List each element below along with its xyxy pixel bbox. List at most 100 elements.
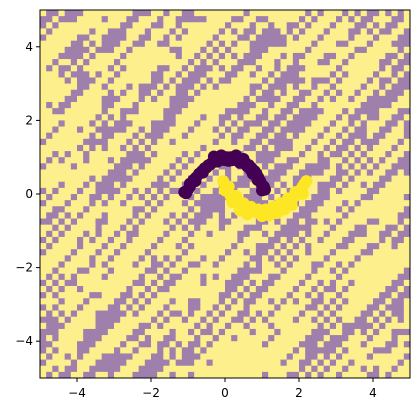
background-cell: [373, 157, 380, 164]
background-cell: [311, 10, 318, 17]
background-cell: [404, 22, 411, 29]
background-cell: [89, 151, 96, 158]
background-cell: [355, 169, 362, 176]
background-cell: [318, 335, 325, 342]
background-cell: [348, 139, 355, 146]
background-cell: [71, 139, 78, 146]
background-cell: [40, 323, 47, 330]
background-cell: [207, 182, 214, 189]
background-cell: [133, 28, 140, 35]
background-cell: [361, 353, 368, 360]
background-cell: [170, 335, 177, 342]
background-cell: [268, 145, 275, 152]
background-cell: [96, 65, 103, 72]
background-cell: [244, 133, 251, 140]
background-cell: [231, 133, 238, 140]
background-cell: [225, 366, 232, 373]
background-cell: [200, 268, 207, 275]
background-cell: [188, 366, 195, 373]
background-cell: [176, 102, 183, 109]
background-cell: [83, 28, 90, 35]
background-cell: [225, 353, 232, 360]
background-cell: [89, 182, 96, 189]
background-cell: [355, 360, 362, 367]
background-cell: [305, 261, 312, 268]
background-cell: [102, 366, 109, 373]
background-cell: [299, 28, 306, 35]
background-cell: [385, 249, 392, 256]
background-cell: [200, 225, 207, 232]
background-cell: [102, 157, 109, 164]
background-cell: [163, 71, 170, 78]
background-cell: [311, 194, 318, 201]
background-cell: [355, 59, 362, 66]
background-cell: [262, 243, 269, 250]
background-cell: [176, 329, 183, 336]
background-cell: [126, 237, 133, 244]
background-cell: [108, 311, 115, 318]
background-cell: [194, 249, 201, 256]
background-cell: [274, 151, 281, 158]
background-cell: [157, 255, 164, 262]
background-cell: [114, 347, 121, 354]
background-cell: [385, 225, 392, 232]
background-cell: [355, 335, 362, 342]
background-cell: [77, 84, 84, 91]
background-cell: [114, 84, 121, 91]
background-cell: [139, 65, 146, 72]
background-cell: [268, 10, 275, 17]
background-cell: [268, 84, 275, 91]
background-cell: [225, 120, 232, 127]
background-cell: [225, 317, 232, 324]
background-cell: [126, 249, 133, 256]
background-cell: [108, 120, 115, 127]
background-cell: [367, 317, 374, 324]
background-cell: [244, 274, 251, 281]
background-cell: [65, 280, 72, 287]
background-cell: [392, 372, 399, 379]
background-cell: [194, 323, 201, 330]
background-cell: [59, 133, 66, 140]
background-cell: [102, 114, 109, 121]
background-cell: [373, 249, 380, 256]
background-cell: [281, 243, 288, 250]
background-cell: [102, 169, 109, 176]
background-cell: [182, 59, 189, 66]
background-cell: [392, 286, 399, 293]
background-cell: [250, 188, 257, 195]
background-cell: [77, 372, 84, 379]
background-cell: [324, 28, 331, 35]
background-cell: [133, 133, 140, 140]
background-cell: [287, 360, 294, 367]
background-cell: [46, 41, 53, 48]
background-cell: [96, 188, 103, 195]
background-cell: [213, 268, 220, 275]
background-cell: [404, 231, 411, 238]
background-cell: [244, 16, 251, 23]
background-cell: [373, 127, 380, 134]
background-cell: [194, 243, 201, 250]
background-cell: [108, 347, 115, 354]
background-cell: [324, 77, 331, 84]
background-cell: [244, 286, 251, 293]
background-cell: [324, 311, 331, 318]
background-cell: [176, 268, 183, 275]
background-cell: [126, 41, 133, 48]
background-cell: [299, 102, 306, 109]
background-cell: [139, 231, 146, 238]
background-cell: [342, 151, 349, 158]
background-cell: [151, 317, 158, 324]
background-cell: [52, 298, 59, 305]
background-cell: [287, 102, 294, 109]
background-cell: [65, 84, 72, 91]
background-cell: [46, 347, 53, 354]
background-cell: [207, 77, 214, 84]
background-cell: [299, 225, 306, 232]
background-cell: [40, 96, 47, 103]
background-cell: [250, 108, 257, 115]
background-cell: [188, 127, 195, 134]
background-cell: [145, 127, 152, 134]
background-cell: [96, 335, 103, 342]
background-cell: [274, 366, 281, 373]
background-cell: [244, 35, 251, 42]
